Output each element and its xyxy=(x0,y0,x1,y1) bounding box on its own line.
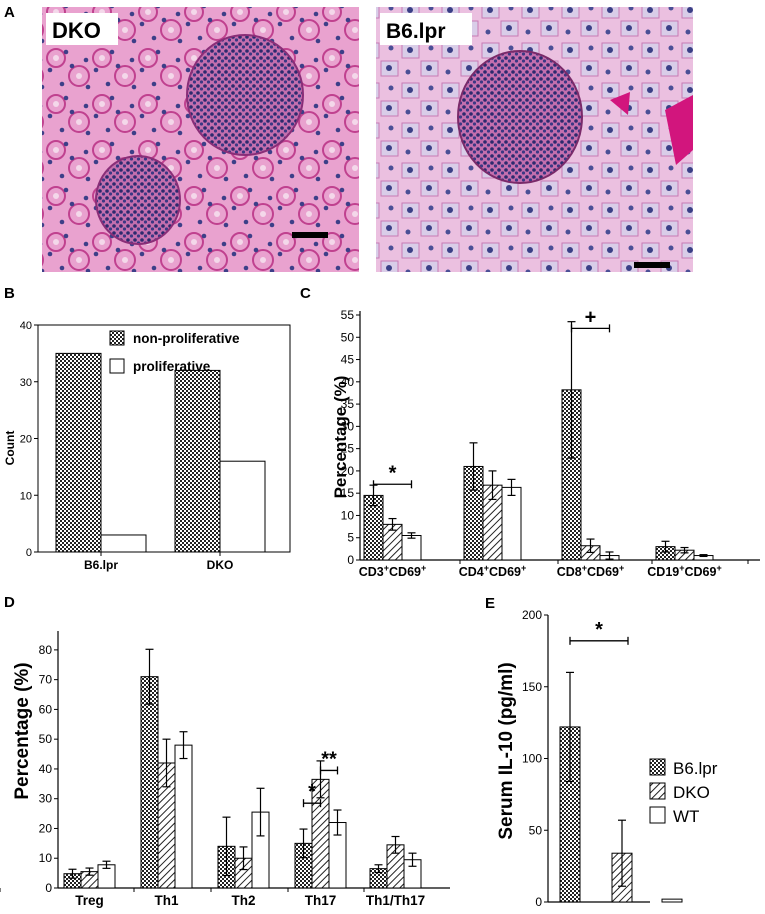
legend-label-wt: WT xyxy=(673,807,699,826)
chart-c-ytick-label: 15 xyxy=(341,486,355,500)
chart-d-xtick-label: Th17 xyxy=(305,893,337,908)
legend-swatch-b6lpr xyxy=(649,758,666,776)
chart-d-bar xyxy=(174,744,193,889)
panel-c-label: C xyxy=(300,285,311,302)
chart-e-ytick-label: 150 xyxy=(522,680,542,694)
chart-d-xtick-label: Th1/Th17 xyxy=(366,893,425,908)
chart-c-ytick-label: 20 xyxy=(341,464,355,478)
chart-e-ytick-label: 50 xyxy=(529,823,543,837)
chart-e-ytick-label: 100 xyxy=(522,752,542,766)
chart-b-ytick-label: 10 xyxy=(20,490,32,502)
chart-c-xtick-label: CD4+CD69+ xyxy=(459,563,527,579)
chart-b-bar xyxy=(100,534,147,553)
chart-c-ytick-label: 35 xyxy=(341,397,355,411)
chart-d-ylabel: Percentage (%) xyxy=(12,662,33,799)
chart-c-xtick-label: CD19+CD69+ xyxy=(647,563,721,579)
chart-d-significance-symbol: * xyxy=(308,781,316,803)
chart-d-ytick-label: 40 xyxy=(39,762,53,776)
panel-e-label: E xyxy=(485,595,495,612)
chart-b-xtick-label: DKO xyxy=(207,558,234,572)
chart-c-ytick-label: 50 xyxy=(341,330,355,344)
panel-a-label: A xyxy=(4,4,15,21)
chart-c-ytick-label: 25 xyxy=(341,442,355,456)
chart-b-legend: non-proliferative proliferative xyxy=(109,330,240,374)
chart-d-xtick-label: Treg xyxy=(75,893,104,908)
chart-b: Count non-proliferative proliferative 0 1… xyxy=(3,320,291,572)
chart-e-ylabel: Serum IL-10 (pg/ml) xyxy=(496,662,517,839)
legend-swatch-dko xyxy=(649,782,666,800)
legend-label-b6lpr: B6.lpr xyxy=(673,759,718,778)
chart-e-significance-symbol: * xyxy=(595,619,603,641)
panel-d-label: D xyxy=(4,594,15,611)
chart-c-ytick-label: 55 xyxy=(341,308,355,322)
panel-b-label: B xyxy=(4,285,15,302)
chart-c-ytick-label: 40 xyxy=(341,375,355,389)
chart-c-ytick-label: 45 xyxy=(341,353,355,367)
legend-label-nonproliferative: non-proliferative xyxy=(133,331,240,346)
chart-e: Serum IL-10 (pg/ml) B6.lpr DKO WT 0 50 100… xyxy=(496,608,718,909)
chart-d-ytick-label: 20 xyxy=(39,821,53,835)
chart-b-xtick-label: B6.lpr xyxy=(84,558,118,572)
legend-label-dko: DKO xyxy=(673,783,710,802)
chart-d-ytick-label: 80 xyxy=(39,643,53,657)
chart-b-ytick-label: 30 xyxy=(20,377,32,389)
chart-d-xtick-label: Th2 xyxy=(231,893,255,908)
legend-swatch-proliferative xyxy=(109,358,125,374)
chart-c-xtick-label: CD3+CD69+ xyxy=(359,563,427,579)
chart-d-xtick-label: Th1 xyxy=(154,893,178,908)
chart-c-ylabel: Percentage (%) xyxy=(331,376,350,499)
micrograph-b6lpr-label: B6.lpr xyxy=(386,20,446,43)
chart-b-ylabel: Count xyxy=(3,431,17,466)
chart-d-ytick-label: 10 xyxy=(39,851,53,865)
legend-swatch-wt xyxy=(649,806,666,824)
micrograph-dko: DKO xyxy=(42,7,359,272)
chart-c-xtick-label: CD8+CD69+ xyxy=(557,563,625,579)
chart-d-ytick-label: 30 xyxy=(39,792,53,806)
chart-b-ytick-label: 20 xyxy=(20,434,32,446)
micrograph-dko-label: DKO xyxy=(52,18,101,43)
chart-d-bar xyxy=(140,676,159,889)
chart-b-bar xyxy=(174,369,221,553)
legend-swatch-nonproliferative xyxy=(109,330,125,346)
micrograph-b6lpr: B6.lpr xyxy=(376,7,693,272)
chart-c-significance-symbol: + xyxy=(585,306,597,328)
chart-c-bar xyxy=(401,535,422,561)
chart-c-ytick-label: 5 xyxy=(347,531,354,545)
chart-d-ytick-label: 60 xyxy=(39,702,53,716)
chart-d-ytick-label: 50 xyxy=(39,732,53,746)
chart-b-ytick-label: 0 xyxy=(26,547,32,559)
chart-c-bar xyxy=(501,486,522,561)
chart-d: Percentage (%) 0 10 20 30 40 50 60 70 80 Treg Th1 T… xyxy=(0,631,450,908)
chart-e-bar xyxy=(661,898,683,903)
chart-b-ytick-label: 40 xyxy=(20,320,32,332)
chart-c: Percentage (%) 0 5 10 15 20 25 30 35 40 45 50 55 CD3… xyxy=(331,306,760,579)
chart-c-significance-symbol: * xyxy=(389,462,397,484)
chart-d-significance-symbol: ** xyxy=(321,748,337,770)
chart-e-legend: B6.lpr DKO WT xyxy=(649,758,718,826)
chart-b-bar xyxy=(219,460,266,553)
chart-b-bar xyxy=(55,352,102,553)
chart-c-ytick-label: 10 xyxy=(341,508,355,522)
chart-d-ytick-label: 70 xyxy=(39,673,53,687)
chart-c-ytick-label: 30 xyxy=(341,419,355,433)
chart-e-ytick-label: 200 xyxy=(522,608,542,622)
chart-c-ytick-label: 0 xyxy=(347,553,354,567)
chart-e-ytick-label: 0 xyxy=(535,895,542,909)
chart-d-ytick-label: 0 xyxy=(45,881,52,895)
